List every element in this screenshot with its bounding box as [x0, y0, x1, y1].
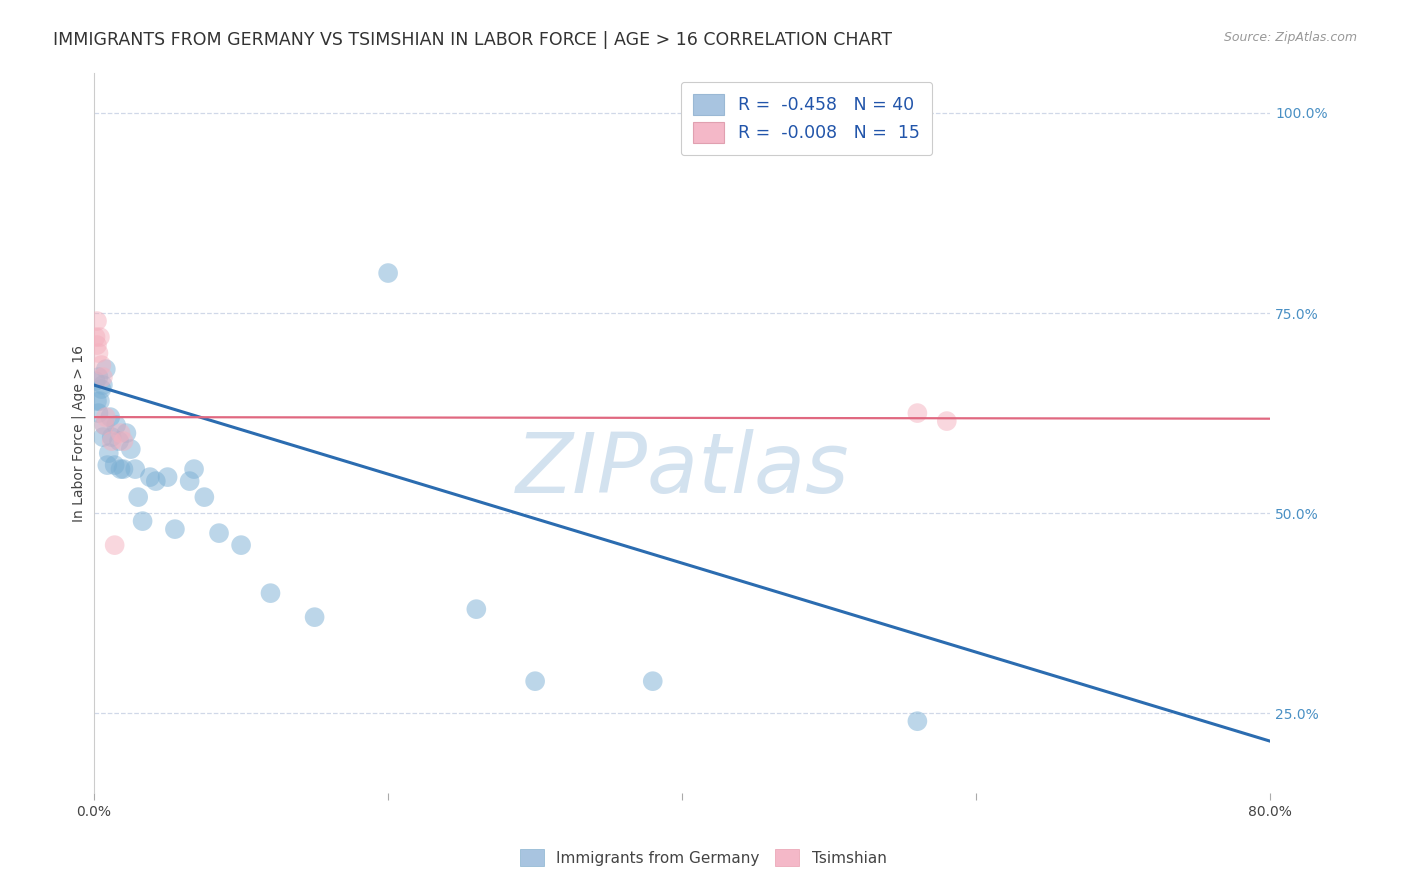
Point [304, 610, 326, 624]
Point [89, 394, 111, 409]
Point [127, 490, 149, 504]
Legend: Immigrants from Germany, Tsimshian: Immigrants from Germany, Tsimshian [512, 842, 894, 873]
Point [905, 714, 928, 729]
Point [87, 346, 110, 360]
Point [377, 266, 399, 280]
Text: ZIPatlas: ZIPatlas [516, 429, 849, 509]
Point [115, 426, 138, 441]
Point [105, 418, 128, 433]
Point [112, 434, 135, 449]
Text: Source: ZipAtlas.com: Source: ZipAtlas.com [1223, 31, 1357, 45]
Legend: R =  -0.458   N = 40, R =  -0.008   N =  15: R = -0.458 N = 40, R = -0.008 N = 15 [681, 82, 932, 155]
Point [110, 426, 132, 441]
Text: IMMIGRANTS FROM GERMANY VS TSIMSHIAN IN LABOR FORCE | AGE > 16 CORRELATION CHART: IMMIGRANTS FROM GERMANY VS TSIMSHIAN IN … [53, 31, 893, 49]
Point [91, 378, 114, 392]
Point [97, 446, 120, 460]
Point [93, 418, 115, 433]
Point [90, 358, 112, 372]
Point [100, 434, 122, 449]
Point [124, 462, 146, 476]
Point [104, 458, 127, 472]
Point [145, 474, 167, 488]
Point [108, 434, 131, 449]
Point [86, 314, 108, 328]
Point [91, 430, 114, 444]
Point [935, 414, 957, 428]
Point [96, 458, 118, 472]
Point [131, 514, 153, 528]
Point [183, 462, 205, 476]
Point [259, 586, 281, 600]
Y-axis label: In Labor Force | Age > 16: In Labor Force | Age > 16 [72, 344, 86, 522]
Point [90, 382, 112, 396]
Point [524, 674, 547, 689]
Point [208, 526, 231, 541]
Point [86, 394, 108, 409]
Point [89, 330, 111, 344]
Point [91, 370, 114, 384]
Point [120, 442, 142, 456]
Point [193, 490, 215, 504]
Point [139, 470, 162, 484]
Point [93, 418, 115, 433]
Point [86, 338, 108, 352]
Point [87, 370, 110, 384]
Point [229, 538, 252, 552]
Point [94, 362, 117, 376]
Point [465, 602, 488, 616]
Point [905, 406, 928, 420]
Point [163, 522, 186, 536]
Point [84, 330, 107, 344]
Point [112, 462, 135, 476]
Point [110, 462, 132, 476]
Point [87, 406, 110, 420]
Point [98, 410, 121, 425]
Point [100, 430, 122, 444]
Point [641, 674, 664, 689]
Point [84, 374, 107, 388]
Point [94, 410, 117, 425]
Point [179, 474, 201, 488]
Point [104, 538, 127, 552]
Point [156, 470, 179, 484]
